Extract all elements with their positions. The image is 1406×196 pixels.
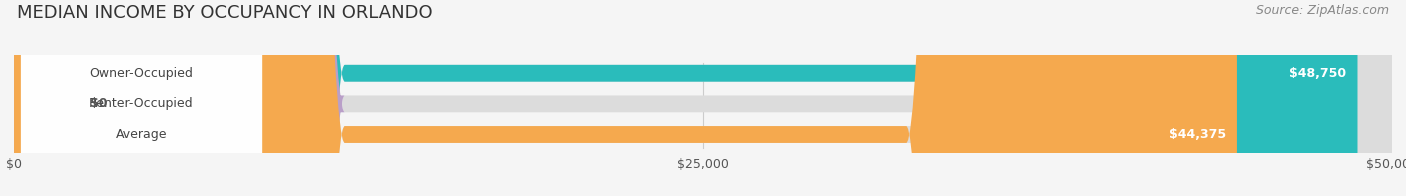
FancyBboxPatch shape	[21, 0, 262, 196]
Text: $48,750: $48,750	[1289, 67, 1347, 80]
Text: Renter-Occupied: Renter-Occupied	[89, 97, 194, 110]
FancyBboxPatch shape	[14, 0, 1358, 196]
Text: $44,375: $44,375	[1168, 128, 1226, 141]
Text: Owner-Occupied: Owner-Occupied	[90, 67, 194, 80]
FancyBboxPatch shape	[21, 0, 262, 196]
Text: Average: Average	[115, 128, 167, 141]
FancyBboxPatch shape	[0, 0, 344, 196]
FancyBboxPatch shape	[21, 0, 262, 196]
FancyBboxPatch shape	[14, 0, 1237, 196]
Text: Source: ZipAtlas.com: Source: ZipAtlas.com	[1256, 4, 1389, 17]
FancyBboxPatch shape	[14, 0, 1392, 196]
FancyBboxPatch shape	[14, 0, 1392, 196]
Text: $0: $0	[90, 97, 107, 110]
Text: MEDIAN INCOME BY OCCUPANCY IN ORLANDO: MEDIAN INCOME BY OCCUPANCY IN ORLANDO	[17, 4, 433, 22]
FancyBboxPatch shape	[14, 0, 1392, 196]
